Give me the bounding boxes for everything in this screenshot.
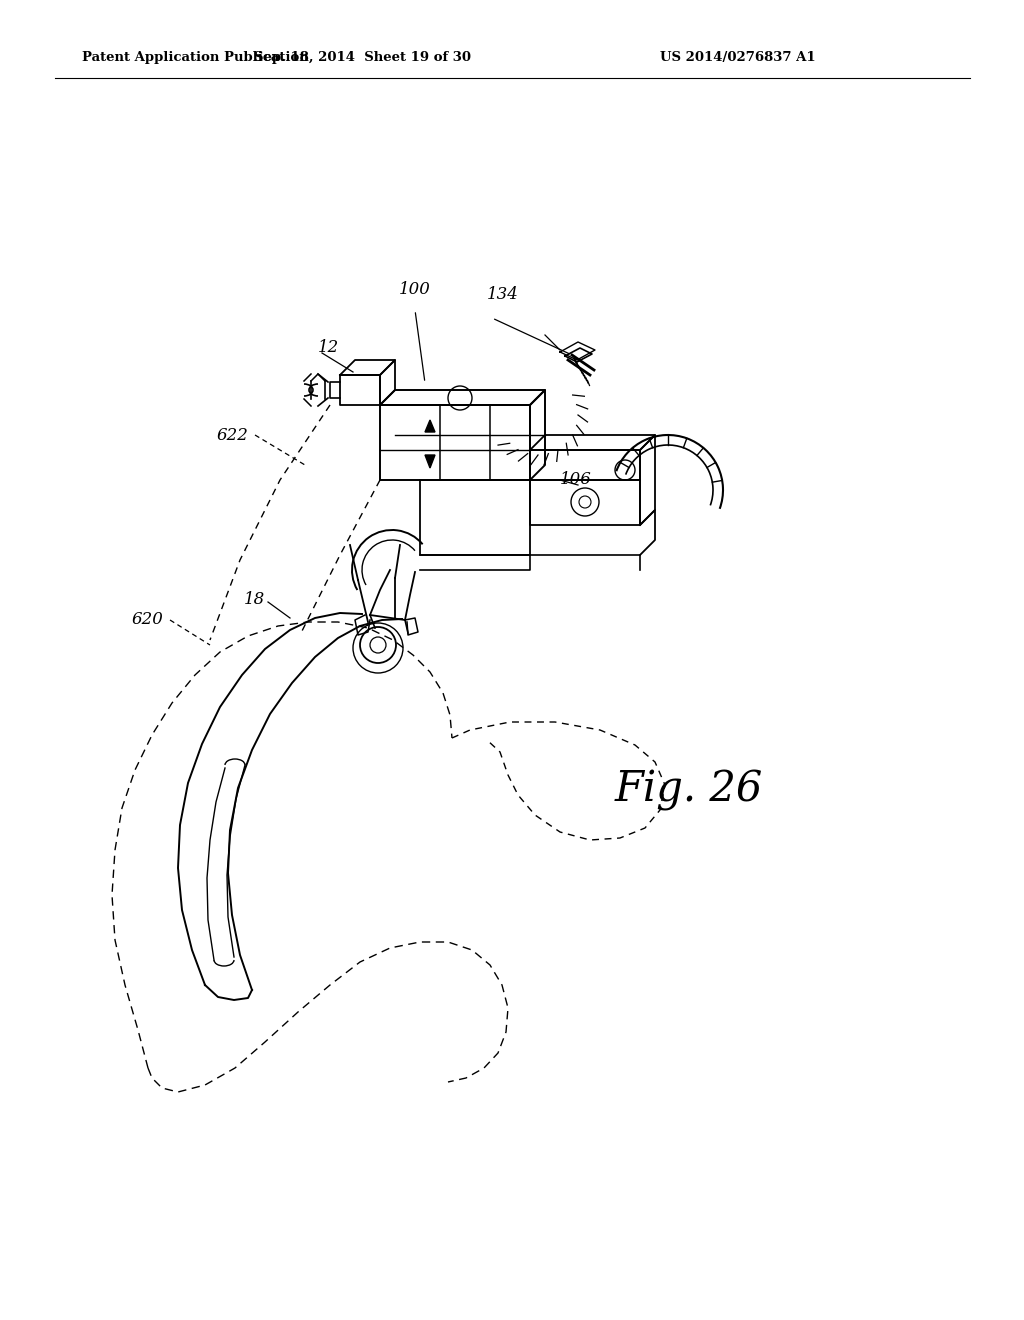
Polygon shape (425, 420, 435, 432)
Text: 106: 106 (560, 471, 592, 488)
Text: 18: 18 (244, 591, 265, 609)
Text: 100: 100 (399, 281, 431, 298)
Text: US 2014/0276837 A1: US 2014/0276837 A1 (660, 51, 816, 65)
Text: 12: 12 (318, 339, 339, 356)
Polygon shape (425, 455, 435, 469)
Text: 620: 620 (131, 611, 163, 628)
Text: Fig. 26: Fig. 26 (615, 770, 763, 810)
Text: Sep. 18, 2014  Sheet 19 of 30: Sep. 18, 2014 Sheet 19 of 30 (254, 51, 470, 65)
Text: Patent Application Publication: Patent Application Publication (82, 51, 309, 65)
Text: 622: 622 (216, 426, 248, 444)
Text: 134: 134 (487, 286, 519, 304)
